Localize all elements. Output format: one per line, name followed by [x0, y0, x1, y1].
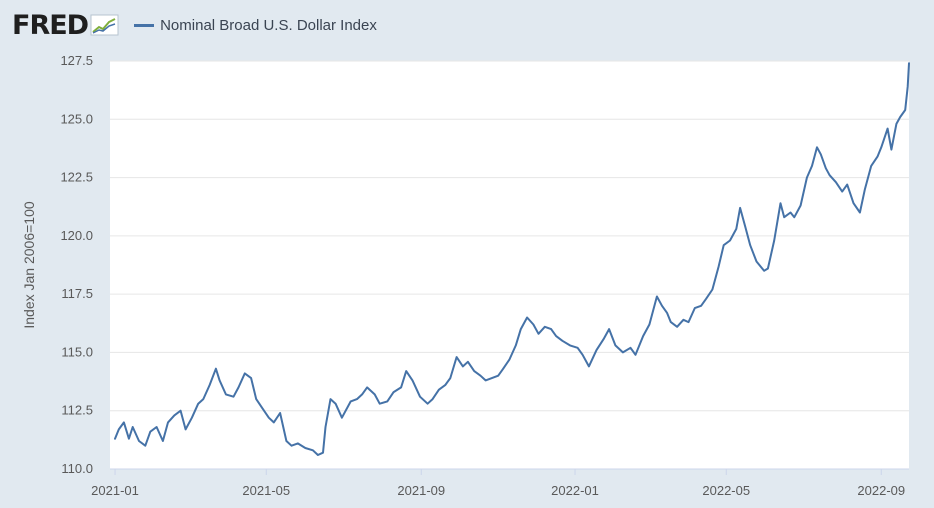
- trend-chart-icon: [90, 14, 119, 36]
- y-axis-ticks: 110.0 112.5 115.0 117.5 120.0 122.5 125.0 127.5: [60, 53, 93, 476]
- y-axis-label: Index Jan 2006=100: [21, 201, 37, 328]
- x-tick-label: 2022-01: [551, 483, 599, 498]
- x-tick-label: 2022-09: [857, 483, 905, 498]
- chart-header: FRED Nominal Broad U.S. Dollar Index: [12, 8, 377, 42]
- y-tick-label: 127.5: [60, 53, 93, 68]
- y-tick-label: 125.0: [60, 111, 93, 126]
- plot-area: [110, 61, 909, 469]
- fred-logo[interactable]: FRED: [12, 9, 89, 41]
- legend-label: Nominal Broad U.S. Dollar Index: [160, 16, 377, 34]
- x-tick-label: 2021-09: [397, 483, 445, 498]
- x-axis-ticks: 2021-01 2021-05 2021-09 2022-01 2022-05 2022-…: [91, 468, 909, 498]
- y-tick-label: 120.0: [60, 228, 93, 243]
- x-tick-label: 2021-01: [91, 483, 139, 498]
- x-tick-label: 2021-05: [242, 483, 290, 498]
- chart-legend[interactable]: Nominal Broad U.S. Dollar Index: [134, 17, 377, 34]
- series-line-0: [114, 62, 910, 456]
- y-tick-label: 122.5: [60, 170, 93, 185]
- y-tick-label: 115.0: [61, 344, 93, 359]
- y-tick-label: 117.5: [61, 286, 93, 301]
- y-tick-label: 112.5: [61, 403, 93, 418]
- legend-swatch: [134, 23, 155, 27]
- series-lines: [114, 62, 910, 456]
- y-tick-label: 110.0: [61, 461, 93, 476]
- x-tick-label: 2022-05: [702, 483, 750, 498]
